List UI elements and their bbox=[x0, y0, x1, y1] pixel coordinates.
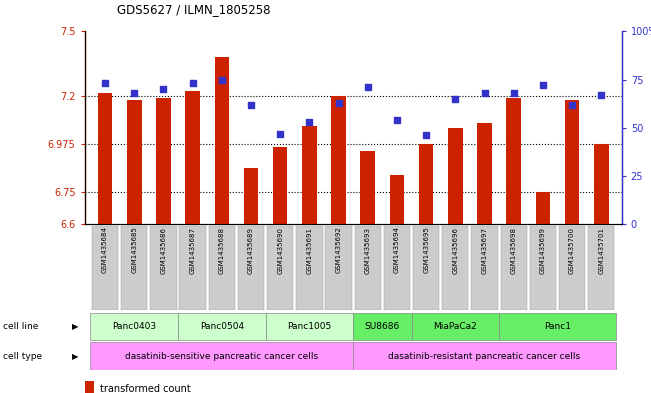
FancyBboxPatch shape bbox=[530, 226, 556, 310]
Text: GSM1435701: GSM1435701 bbox=[598, 227, 604, 274]
FancyBboxPatch shape bbox=[267, 226, 294, 310]
Text: GSM1435685: GSM1435685 bbox=[132, 227, 137, 274]
FancyBboxPatch shape bbox=[180, 226, 206, 310]
Text: GSM1435694: GSM1435694 bbox=[394, 227, 400, 274]
FancyBboxPatch shape bbox=[501, 226, 527, 310]
Text: GSM1435697: GSM1435697 bbox=[482, 227, 488, 274]
Point bbox=[450, 95, 460, 102]
Text: dasatinib-sensitive pancreatic cancer cells: dasatinib-sensitive pancreatic cancer ce… bbox=[125, 352, 318, 360]
Point bbox=[479, 90, 490, 96]
Text: GSM1435687: GSM1435687 bbox=[189, 227, 196, 274]
Text: GSM1435688: GSM1435688 bbox=[219, 227, 225, 274]
Point bbox=[275, 130, 285, 137]
FancyBboxPatch shape bbox=[471, 226, 497, 310]
Text: GSM1435693: GSM1435693 bbox=[365, 227, 371, 274]
Point bbox=[538, 82, 548, 88]
Text: transformed count: transformed count bbox=[100, 384, 191, 393]
Text: GSM1435699: GSM1435699 bbox=[540, 227, 546, 274]
Point bbox=[392, 117, 402, 123]
Point bbox=[217, 76, 227, 83]
Text: cell type: cell type bbox=[3, 352, 42, 360]
Bar bbox=[127, 100, 141, 224]
FancyBboxPatch shape bbox=[353, 342, 616, 370]
Text: GDS5627 / ILMN_1805258: GDS5627 / ILMN_1805258 bbox=[117, 3, 271, 16]
FancyBboxPatch shape bbox=[150, 226, 176, 310]
FancyBboxPatch shape bbox=[499, 313, 616, 340]
Text: GSM1435700: GSM1435700 bbox=[569, 227, 575, 274]
FancyBboxPatch shape bbox=[266, 313, 353, 340]
Text: GSM1435689: GSM1435689 bbox=[248, 227, 254, 274]
Point bbox=[304, 119, 314, 125]
FancyBboxPatch shape bbox=[442, 226, 469, 310]
Text: GSM1435695: GSM1435695 bbox=[423, 227, 429, 274]
FancyBboxPatch shape bbox=[355, 226, 381, 310]
Bar bbox=[273, 147, 288, 224]
Point bbox=[246, 101, 256, 108]
Bar bbox=[448, 128, 463, 224]
Point bbox=[129, 90, 139, 96]
FancyBboxPatch shape bbox=[178, 313, 266, 340]
Text: GSM1435690: GSM1435690 bbox=[277, 227, 283, 274]
Point bbox=[187, 80, 198, 86]
Text: GSM1435692: GSM1435692 bbox=[335, 227, 342, 274]
Bar bbox=[536, 192, 550, 224]
FancyBboxPatch shape bbox=[238, 226, 264, 310]
Text: GSM1435698: GSM1435698 bbox=[510, 227, 517, 274]
Text: SU8686: SU8686 bbox=[365, 322, 400, 331]
FancyBboxPatch shape bbox=[296, 226, 322, 310]
Bar bbox=[477, 123, 492, 224]
Text: Panc0504: Panc0504 bbox=[200, 322, 244, 331]
Bar bbox=[390, 175, 404, 224]
Text: Panc1005: Panc1005 bbox=[287, 322, 331, 331]
FancyBboxPatch shape bbox=[326, 226, 352, 310]
Text: cell line: cell line bbox=[3, 322, 38, 331]
Bar bbox=[594, 144, 609, 224]
Point bbox=[100, 80, 110, 86]
Bar bbox=[361, 151, 375, 224]
Text: GSM1435691: GSM1435691 bbox=[307, 227, 312, 274]
FancyBboxPatch shape bbox=[384, 226, 410, 310]
FancyBboxPatch shape bbox=[413, 226, 439, 310]
Point bbox=[421, 132, 432, 139]
Point bbox=[363, 84, 373, 90]
Point bbox=[567, 101, 577, 108]
Bar bbox=[85, 381, 94, 393]
Text: GSM1435686: GSM1435686 bbox=[160, 227, 167, 274]
Text: Panc0403: Panc0403 bbox=[112, 322, 156, 331]
Text: MiaPaCa2: MiaPaCa2 bbox=[434, 322, 477, 331]
Text: ▶: ▶ bbox=[72, 322, 78, 331]
Bar bbox=[156, 98, 171, 224]
Point bbox=[158, 86, 169, 92]
Bar bbox=[565, 100, 579, 224]
Text: GSM1435696: GSM1435696 bbox=[452, 227, 458, 274]
FancyBboxPatch shape bbox=[90, 313, 178, 340]
Text: dasatinib-resistant pancreatic cancer cells: dasatinib-resistant pancreatic cancer ce… bbox=[389, 352, 581, 360]
Text: GSM1435684: GSM1435684 bbox=[102, 227, 108, 274]
FancyBboxPatch shape bbox=[209, 226, 235, 310]
Bar bbox=[186, 91, 200, 224]
FancyBboxPatch shape bbox=[90, 342, 353, 370]
Bar bbox=[419, 144, 434, 224]
Text: ▶: ▶ bbox=[72, 352, 78, 360]
FancyBboxPatch shape bbox=[121, 226, 147, 310]
FancyBboxPatch shape bbox=[559, 226, 585, 310]
Point bbox=[596, 92, 607, 98]
FancyBboxPatch shape bbox=[92, 226, 118, 310]
FancyBboxPatch shape bbox=[411, 313, 499, 340]
Bar bbox=[506, 98, 521, 224]
Bar bbox=[331, 95, 346, 224]
Text: Panc1: Panc1 bbox=[544, 322, 571, 331]
Bar bbox=[215, 57, 229, 224]
Point bbox=[333, 99, 344, 106]
Bar bbox=[98, 94, 113, 224]
FancyBboxPatch shape bbox=[588, 226, 615, 310]
Point bbox=[508, 90, 519, 96]
Bar bbox=[243, 168, 258, 224]
Bar bbox=[302, 126, 316, 224]
FancyBboxPatch shape bbox=[353, 313, 411, 340]
